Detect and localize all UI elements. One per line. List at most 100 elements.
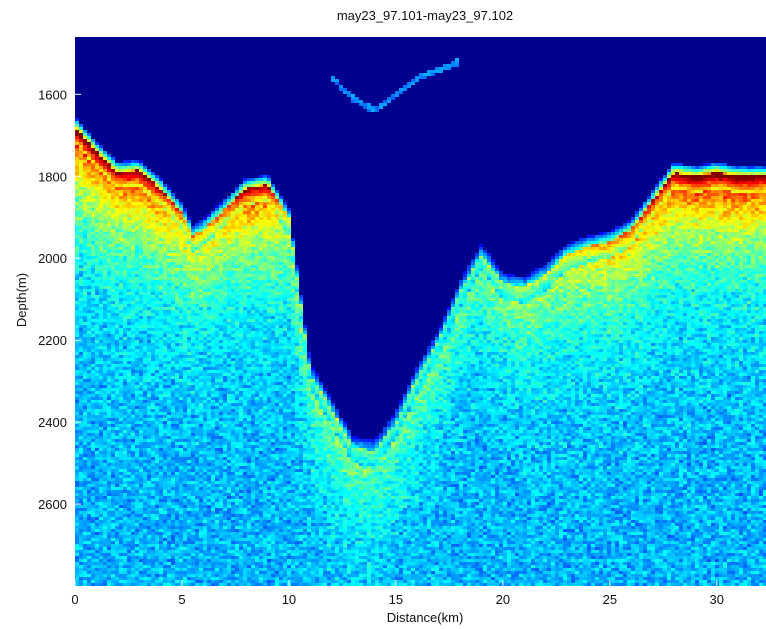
heatmap-cell (235, 214, 239, 217)
heatmap-cell (727, 208, 731, 211)
heatmap-cell (147, 295, 151, 298)
heatmap-cell (675, 253, 679, 256)
heatmap-cell (751, 220, 755, 223)
heatmap-cell (763, 298, 766, 301)
heatmap-cell (643, 295, 647, 298)
heatmap-cell (143, 310, 147, 313)
heatmap-cell (559, 274, 563, 277)
heatmap-cell (147, 196, 151, 199)
heatmap-cell (635, 226, 639, 229)
heatmap-cell (279, 298, 283, 301)
heatmap-cell (151, 187, 155, 190)
heatmap-cell (247, 262, 251, 265)
heatmap-cell (763, 289, 766, 292)
heatmap-cell (655, 253, 659, 256)
heatmap-cell (627, 310, 631, 313)
heatmap-cell (683, 199, 687, 202)
heatmap-cell (587, 241, 591, 244)
heatmap-cell (131, 247, 135, 250)
heatmap-cell (707, 259, 711, 262)
heatmap-cell (267, 259, 271, 262)
heatmap-cell (359, 100, 363, 103)
heatmap-cell (151, 280, 155, 283)
heatmap-cell (255, 307, 259, 310)
heatmap-cell (659, 253, 663, 256)
heatmap-cell (143, 295, 147, 298)
heatmap-cell (215, 253, 219, 256)
heatmap-cell (119, 208, 123, 211)
heatmap-cell (491, 265, 495, 268)
heatmap-cell (647, 250, 651, 253)
heatmap-cell (531, 295, 535, 298)
heatmap-cell (135, 304, 139, 307)
heatmap-cell (743, 280, 747, 283)
heatmap-cell (127, 202, 131, 205)
heatmap-cell (671, 181, 675, 184)
heatmap-cell (263, 298, 267, 301)
heatmap-cell (235, 220, 239, 223)
heatmap-cell (719, 181, 723, 184)
heatmap-cell (723, 304, 727, 307)
heatmap-cell (87, 166, 91, 169)
heatmap-cell (719, 307, 723, 310)
heatmap-cell (571, 286, 575, 289)
heatmap-cell (191, 280, 195, 283)
heatmap-cell (99, 268, 103, 271)
heatmap-cell (691, 223, 695, 226)
heatmap-cell (655, 271, 659, 274)
heatmap-cell (223, 310, 227, 313)
heatmap-cell (479, 250, 483, 253)
heatmap-cell (479, 304, 483, 307)
heatmap-cell (271, 199, 275, 202)
heatmap-cell (459, 283, 463, 286)
heatmap-cell (419, 73, 423, 76)
heatmap-cell (675, 178, 679, 181)
heatmap-cell (99, 241, 103, 244)
heatmap-cell (655, 295, 659, 298)
heatmap-cell (579, 274, 583, 277)
heatmap-cell (395, 91, 399, 94)
heatmap-cell (487, 295, 491, 298)
heatmap-cell (127, 277, 131, 280)
heatmap-cell (699, 190, 703, 193)
heatmap-cell (191, 244, 195, 247)
heatmap-cell (343, 91, 347, 94)
heatmap-cell (707, 241, 711, 244)
heatmap-cell (475, 253, 479, 256)
heatmap-cell (579, 298, 583, 301)
heatmap-cell (695, 184, 699, 187)
heatmap-cell (747, 241, 751, 244)
heatmap-cell (543, 265, 547, 268)
heatmap-cell (299, 301, 303, 304)
heatmap-cell (235, 208, 239, 211)
heatmap-cell (671, 226, 675, 229)
heatmap-cell (75, 187, 79, 190)
heatmap-cell (263, 226, 267, 229)
heatmap-cell (635, 304, 639, 307)
heatmap-cell (735, 262, 739, 265)
heatmap-cell (111, 172, 115, 175)
heatmap-cell (79, 142, 83, 145)
heatmap-cell (243, 274, 247, 277)
heatmap-cell (687, 292, 691, 295)
heatmap-cell (287, 250, 291, 253)
heatmap-cell (347, 91, 351, 94)
heatmap-cell (579, 259, 583, 262)
heatmap-cell (699, 172, 703, 175)
heatmap-cell (155, 211, 159, 214)
heatmap-cell (183, 214, 187, 217)
heatmap-cell (127, 256, 131, 259)
heatmap-cell (495, 280, 499, 283)
heatmap-cell (119, 187, 123, 190)
heatmap-cell (551, 256, 555, 259)
heatmap-cell (151, 199, 155, 202)
heatmap-cell (259, 238, 263, 241)
heatmap-cell (511, 298, 515, 301)
heatmap-cell (759, 178, 763, 181)
heatmap-cell (163, 295, 167, 298)
heatmap-cell (619, 250, 623, 253)
heatmap-cell (119, 271, 123, 274)
heatmap-cell (243, 229, 247, 232)
heatmap-cell (751, 223, 755, 226)
heatmap-cell (599, 262, 603, 265)
